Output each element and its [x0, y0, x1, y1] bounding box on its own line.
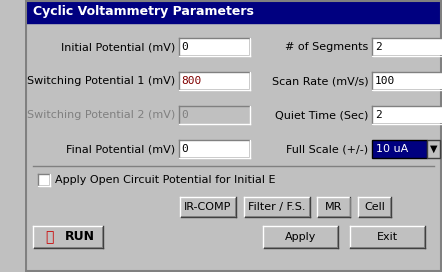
Bar	[427, 140, 440, 158]
Bar	[180, 141, 248, 157]
Text: Full Scale (+/-): Full Scale (+/-)	[286, 144, 369, 154]
Bar	[34, 227, 103, 247]
Text: 2: 2	[375, 42, 382, 52]
Text: 🏃: 🏃	[46, 230, 54, 244]
Text: # of Segments: # of Segments	[285, 42, 369, 52]
Text: ▼: ▼	[430, 144, 437, 154]
Text: Apply Open Circuit Potential for Initial E: Apply Open Circuit Potential for Initial…	[55, 175, 276, 185]
Bar	[373, 73, 442, 89]
Text: 2: 2	[375, 110, 382, 120]
Text: 800: 800	[182, 76, 202, 86]
Bar	[180, 107, 248, 123]
Text: Apply: Apply	[285, 232, 316, 242]
Bar	[39, 175, 49, 185]
Text: 0: 0	[182, 144, 188, 154]
Bar	[351, 227, 424, 247]
Bar	[245, 198, 309, 216]
Bar	[373, 107, 442, 123]
Text: Cyclic Voltammetry Parameters: Cyclic Voltammetry Parameters	[33, 5, 253, 18]
Bar	[318, 198, 350, 216]
Text: Filter / F.S.: Filter / F.S.	[248, 202, 306, 212]
Bar	[372, 140, 427, 158]
Text: IR-COMP: IR-COMP	[184, 202, 232, 212]
Text: Final Potential (mV): Final Potential (mV)	[66, 144, 175, 154]
Bar	[373, 39, 442, 55]
Text: Exit: Exit	[377, 232, 398, 242]
Text: Initial Potential (mV): Initial Potential (mV)	[61, 42, 175, 52]
Text: 0: 0	[182, 42, 188, 52]
Text: Switching Potential 1 (mV): Switching Potential 1 (mV)	[27, 76, 175, 86]
Text: 0: 0	[182, 110, 188, 120]
Bar	[264, 227, 337, 247]
Text: Cell: Cell	[364, 202, 385, 212]
Text: Switching Potential 2 (mV): Switching Potential 2 (mV)	[27, 110, 175, 120]
Text: Quiet Time (Sec): Quiet Time (Sec)	[275, 110, 369, 120]
Text: 10 uA: 10 uA	[376, 144, 408, 154]
Bar	[26, 1, 441, 23]
Bar	[180, 73, 248, 89]
Text: Scan Rate (mV/s): Scan Rate (mV/s)	[272, 76, 369, 86]
Bar	[181, 198, 236, 216]
Bar	[180, 39, 248, 55]
Bar	[359, 198, 390, 216]
Text: RUN: RUN	[65, 230, 95, 243]
Text: MR: MR	[325, 202, 343, 212]
Text: 100: 100	[375, 76, 395, 86]
